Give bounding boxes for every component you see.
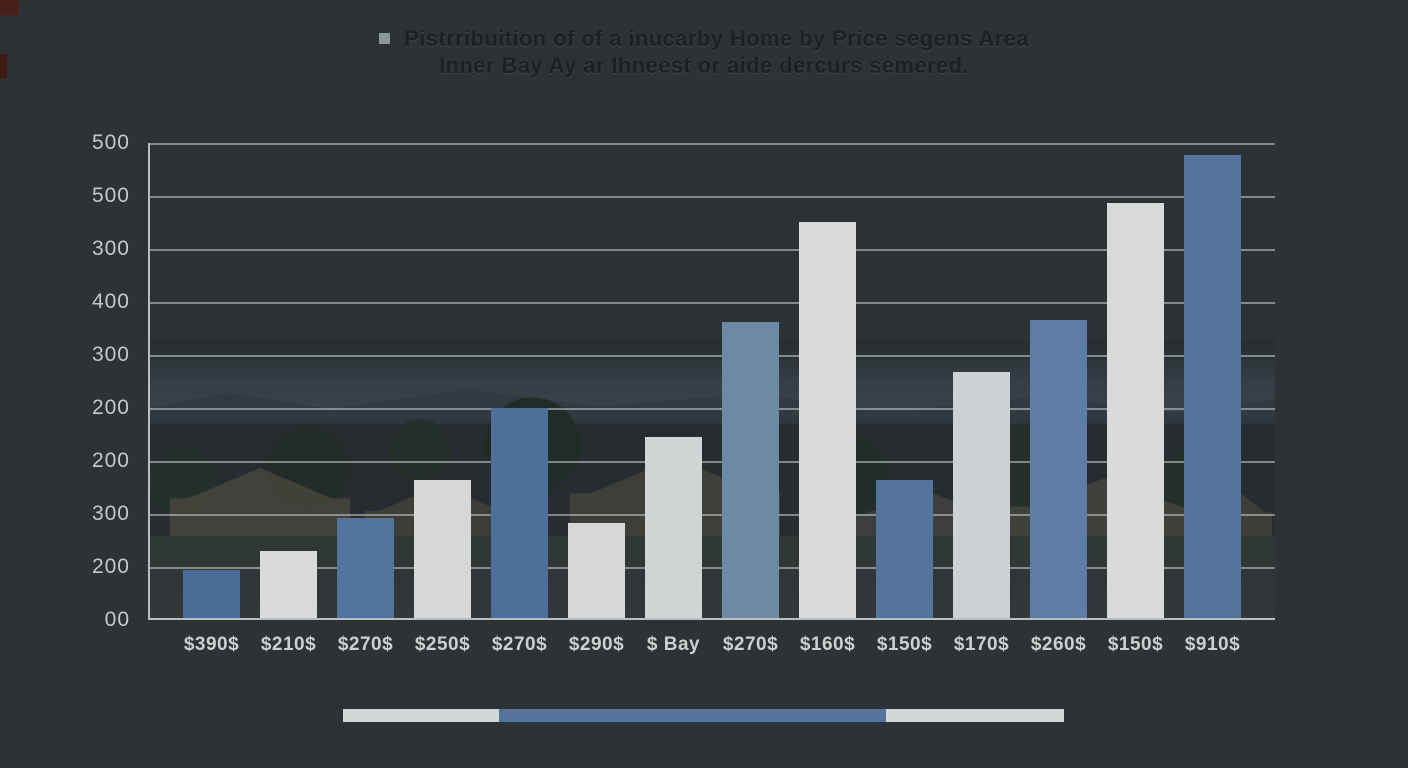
bars bbox=[148, 143, 1275, 620]
gridline bbox=[150, 249, 1275, 251]
x-axis-tick-label: $250$ bbox=[414, 634, 471, 655]
y-axis-tick-label: 400 bbox=[91, 290, 130, 313]
x-axis-tick-label: $210$ bbox=[260, 634, 317, 655]
x-axis-tick-label: $ Bay bbox=[646, 634, 701, 655]
y-axis-tick-label: 00 bbox=[104, 608, 130, 631]
gridline bbox=[150, 143, 1275, 145]
x-axis-labels: $390$ $210$ $270$ $250$ $270$ $290$ $ Bay $270$… bbox=[148, 634, 1275, 668]
gridline bbox=[150, 408, 1275, 410]
y-axis-labels: 500 500 300 400 300 200 200 300 200 00 bbox=[0, 131, 138, 631]
x-axis-tick-label: $150$ bbox=[1107, 634, 1164, 655]
bar bbox=[1184, 155, 1241, 618]
chart-title: Pistrribuition of of a inucarby Home by … bbox=[0, 25, 1408, 79]
x-axis-tick-label: $910$ bbox=[1184, 634, 1241, 655]
bar bbox=[337, 517, 394, 618]
chart-title-line1: Pistrribuition of of a inucarby Home by … bbox=[404, 26, 1029, 51]
x-axis-tick-label: $270$ bbox=[491, 634, 548, 655]
y-axis-tick-label: 200 bbox=[91, 396, 130, 419]
gridline bbox=[150, 196, 1275, 198]
footer-bar-segment-left bbox=[343, 709, 499, 722]
y-axis-tick-label: 200 bbox=[91, 449, 130, 472]
x-axis-tick-label: $290$ bbox=[568, 634, 625, 655]
bar bbox=[876, 479, 933, 618]
gridline bbox=[150, 355, 1275, 357]
bar bbox=[1030, 320, 1087, 618]
bar bbox=[953, 371, 1010, 618]
corner-artifact bbox=[0, 0, 19, 15]
y-axis-tick-label: 300 bbox=[91, 237, 130, 260]
x-axis-tick-label: $390$ bbox=[183, 634, 240, 655]
legend-square-icon bbox=[379, 33, 391, 44]
bar bbox=[414, 479, 471, 618]
y-axis-line bbox=[148, 143, 150, 620]
footer-bar bbox=[343, 709, 1064, 722]
bar bbox=[491, 408, 548, 618]
gridline bbox=[150, 514, 1275, 516]
bar bbox=[183, 570, 240, 618]
bar bbox=[568, 522, 625, 618]
x-axis-tick-label: $150$ bbox=[876, 634, 933, 655]
bar bbox=[1107, 203, 1164, 618]
x-axis-tick-label: $260$ bbox=[1030, 634, 1087, 655]
chart-title-line2: Inner Bay Ay ar Ihneest or aide dercurs … bbox=[439, 53, 969, 78]
x-axis-tick-label: $160$ bbox=[799, 634, 856, 655]
footer-bar-segment-middle bbox=[498, 709, 886, 722]
gridline bbox=[150, 302, 1275, 304]
gridline bbox=[150, 461, 1275, 463]
y-axis-tick-label: 500 bbox=[91, 184, 130, 207]
x-axis-tick-label: $270$ bbox=[337, 634, 394, 655]
bar bbox=[799, 222, 856, 618]
footer-bar-segment-right bbox=[885, 709, 1064, 722]
corner-artifact bbox=[0, 54, 7, 78]
y-axis-tick-label: 300 bbox=[91, 343, 130, 366]
y-axis-tick-label: 200 bbox=[91, 555, 130, 578]
plot-area bbox=[148, 143, 1275, 620]
y-axis-tick-label: 500 bbox=[91, 131, 130, 154]
bar bbox=[645, 436, 702, 618]
x-axis-tick-label: $270$ bbox=[722, 634, 779, 655]
gridline bbox=[150, 567, 1275, 569]
bar bbox=[260, 551, 317, 618]
bar bbox=[722, 322, 779, 618]
x-axis-tick-label: $170$ bbox=[953, 634, 1010, 655]
y-axis-tick-label: 300 bbox=[91, 502, 130, 525]
x-axis-line bbox=[148, 618, 1275, 620]
